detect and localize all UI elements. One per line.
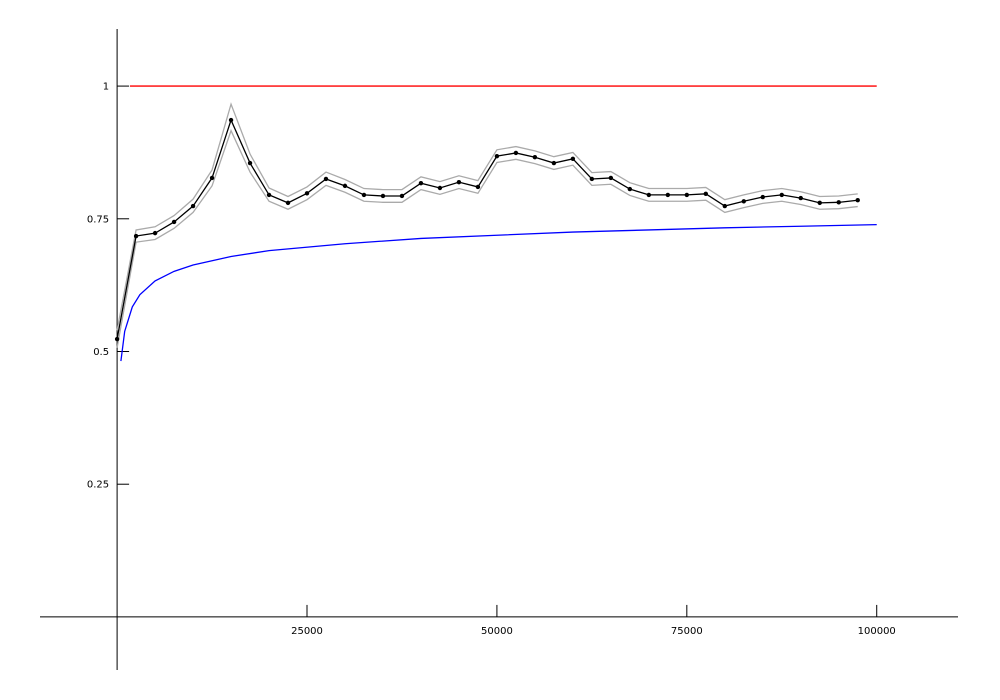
point [456, 179, 462, 185]
point [361, 192, 367, 198]
y-tick-label: 0.5 [93, 347, 109, 358]
x-tick-label: 25000 [291, 626, 323, 637]
point [399, 193, 405, 199]
point [437, 185, 443, 191]
point [798, 195, 803, 201]
point [304, 191, 310, 196]
point [551, 160, 557, 166]
line [116, 128, 858, 348]
line [116, 118, 858, 340]
point [152, 230, 158, 236]
point [342, 183, 348, 189]
point [760, 194, 765, 200]
point [646, 192, 652, 198]
point [722, 203, 727, 209]
point [665, 192, 671, 198]
point [323, 176, 329, 182]
y-tick-label: 0.75 [87, 214, 109, 225]
point [380, 193, 386, 199]
point [475, 184, 481, 190]
point [741, 199, 746, 204]
point [494, 153, 500, 159]
point [171, 219, 177, 225]
point [266, 192, 272, 198]
point [608, 175, 614, 181]
point [190, 203, 196, 209]
point [209, 175, 215, 181]
y-tick-label: 0.25 [87, 480, 109, 491]
x-tick-label: 50000 [481, 626, 513, 637]
line [120, 223, 877, 362]
point [836, 200, 841, 205]
point [228, 117, 234, 123]
point [855, 198, 860, 203]
point [570, 156, 576, 162]
point [627, 186, 633, 192]
point [133, 233, 139, 239]
y-tick-label: 1 [103, 82, 109, 93]
point [779, 192, 784, 198]
point [513, 150, 519, 156]
line [116, 102, 858, 331]
point [532, 155, 538, 160]
x-tick-label: 75000 [671, 626, 703, 637]
point [684, 192, 690, 198]
point [418, 181, 424, 186]
point [703, 191, 709, 197]
point [817, 200, 822, 206]
point [114, 336, 120, 342]
point [285, 200, 291, 206]
point [247, 160, 253, 166]
point [589, 176, 595, 182]
x-tick-label: 100000 [858, 626, 896, 637]
